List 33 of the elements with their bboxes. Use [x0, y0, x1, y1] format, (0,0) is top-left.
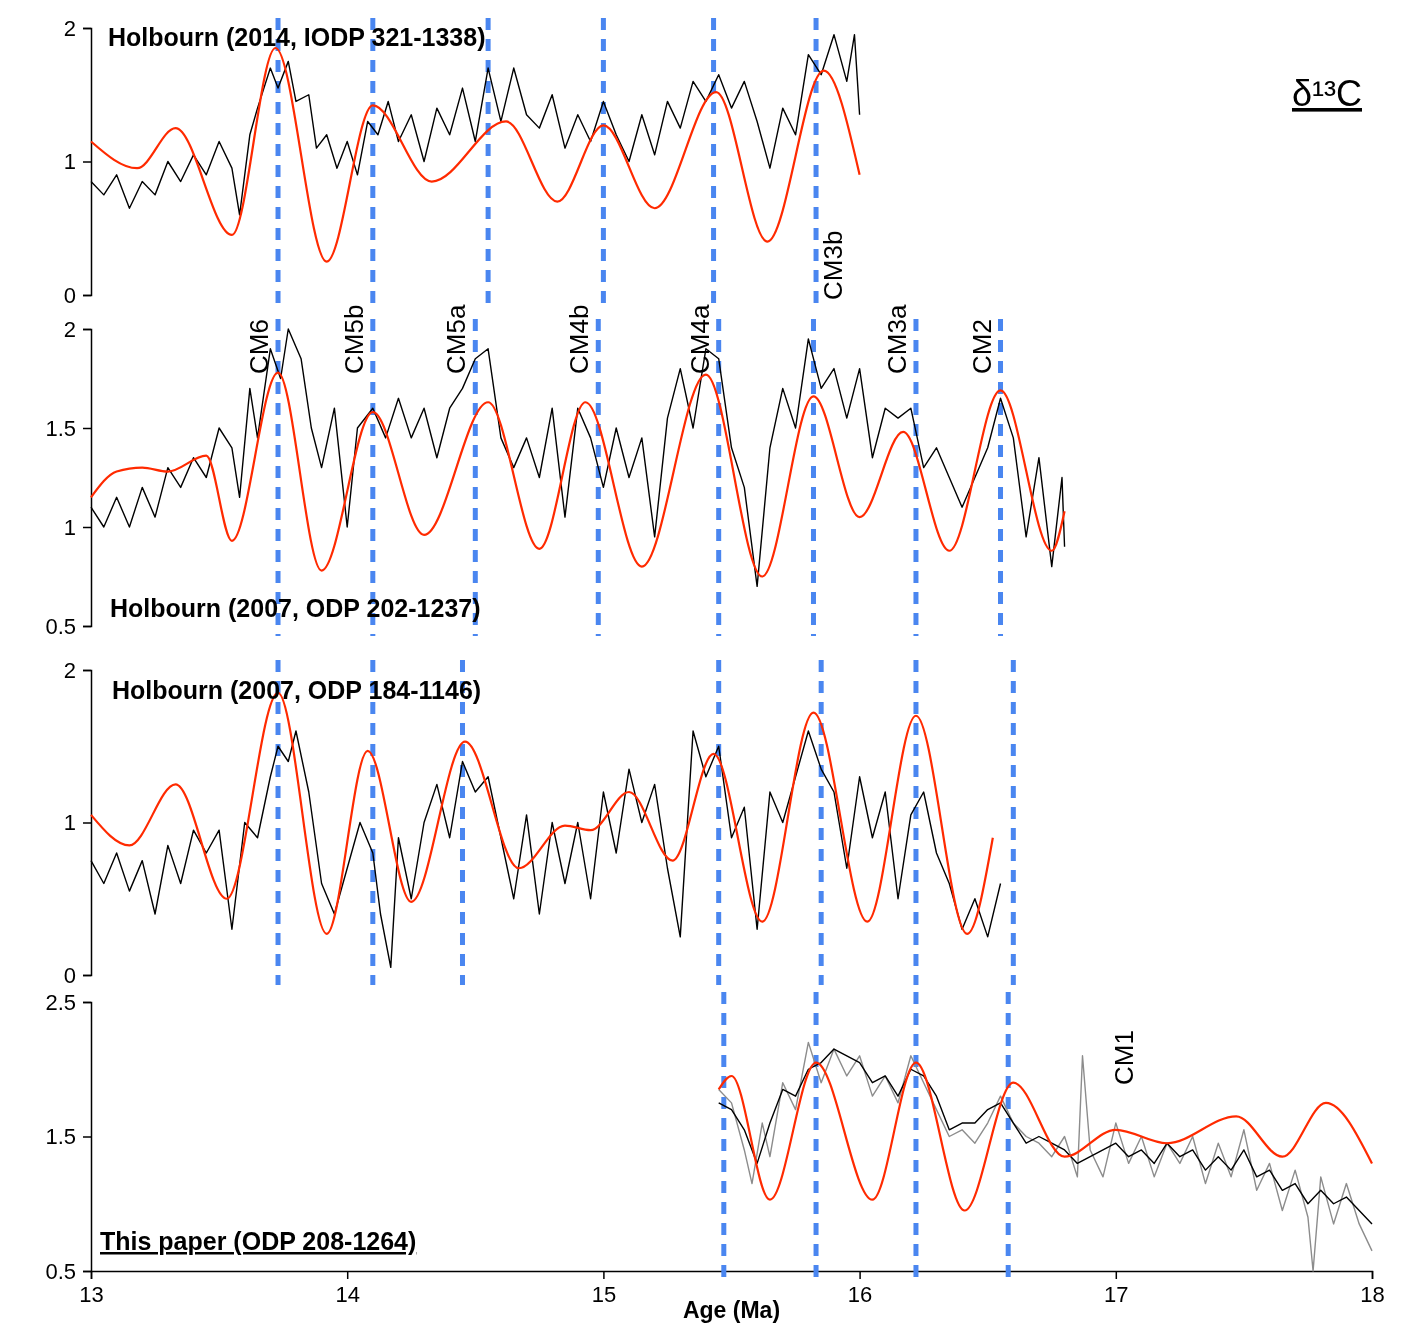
ref-line-label: CM4b [564, 304, 595, 374]
chart-title: Holbourn (2014, IODP 321-1338) [108, 23, 486, 51]
y-tick-label: 2 [63, 15, 76, 41]
ref-line-label: CM5a [441, 304, 472, 374]
y-tick-label: 0.5 [45, 613, 76, 639]
ref-line-label: CM3a [881, 304, 912, 374]
text: This paper (ODP 208-1264) [100, 1227, 417, 1255]
y-tick-label: 1 [63, 810, 76, 836]
y-tick-label: 2.5 [45, 989, 76, 1015]
x-tick-label: 17 [1104, 1281, 1129, 1307]
x-tick-label: 14 [335, 1281, 360, 1307]
x-tick-label: 18 [1360, 1281, 1385, 1307]
y-tick-label: 0 [63, 962, 76, 988]
y-tick-label: 1 [63, 149, 76, 175]
y-tick-label: 2 [63, 657, 76, 683]
y-tick-label: 0.5 [45, 1258, 76, 1284]
x-tick-label: 16 [847, 1281, 873, 1307]
ref-line-label: CM6 [244, 319, 275, 374]
text: Holbourn (2007, ODP 202-1237) [110, 594, 481, 622]
annotation: CM1 [1109, 1030, 1139, 1085]
x-tick-label: 13 [79, 1281, 104, 1307]
y-tick-label: 2 [63, 316, 76, 342]
y-tick-label: 1 [63, 514, 76, 540]
ref-line-label: CM3b [818, 230, 849, 300]
x-axis-title: Age (Ma) [682, 1297, 781, 1323]
ref-line-label: CM4a [684, 304, 715, 374]
annotation: δ¹³C [1291, 73, 1362, 114]
y-tick-label: 1.5 [45, 1124, 76, 1150]
x-tick-label: 15 [591, 1281, 617, 1307]
y-tick-label: 1.5 [45, 415, 76, 441]
ref-line-label: CM5b [338, 304, 369, 374]
ref-line-label: CM2 [966, 319, 997, 374]
y-tick-label: 0 [63, 282, 76, 308]
